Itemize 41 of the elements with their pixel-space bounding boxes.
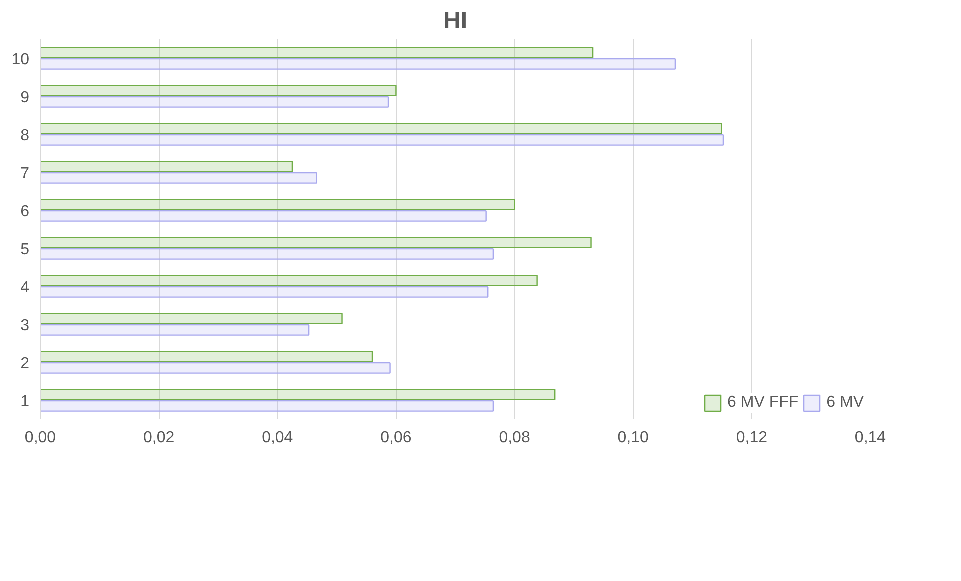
x-tick-label: 0,08: [499, 430, 530, 446]
bar: [40, 237, 592, 249]
bar: [40, 286, 489, 298]
x-tick-label: 0,06: [380, 430, 412, 446]
bar: [40, 199, 516, 211]
y-tick-label: 3: [20, 318, 30, 334]
bar: [40, 351, 374, 363]
bar: [40, 313, 343, 325]
bar: [40, 58, 676, 70]
legend-label: 6 MV: [826, 394, 864, 412]
x-tick-label: 0,14: [854, 430, 886, 446]
bar: [40, 161, 294, 173]
legend-label: 6 MV FFF: [728, 394, 799, 412]
x-tick-label: 0,00: [24, 430, 56, 446]
y-tick-label: 6: [20, 204, 30, 220]
chart-title: HI: [444, 8, 468, 34]
y-tick-label: 4: [20, 280, 30, 296]
bar: [40, 96, 390, 108]
bar: [40, 47, 594, 59]
x-tick-label: 0,10: [618, 430, 650, 446]
bar: [40, 85, 397, 97]
bar: [40, 210, 487, 222]
bar: [40, 248, 494, 260]
bar: [40, 172, 318, 184]
y-tick-label: 1: [20, 394, 30, 410]
y-tick-label: 9: [20, 90, 30, 106]
bar: [40, 123, 722, 135]
bar: [40, 275, 538, 287]
bar: [40, 389, 556, 401]
bar: [40, 362, 391, 374]
x-tick-label: 0,12: [736, 430, 768, 446]
y-tick-label: 7: [20, 166, 30, 182]
bar: [40, 400, 494, 412]
x-tick-label: 0,02: [144, 430, 175, 446]
bar: [40, 134, 724, 146]
bar: [40, 324, 310, 336]
y-tick-label: 8: [20, 128, 30, 144]
y-tick-label: 5: [20, 242, 30, 258]
y-tick-label: 2: [20, 356, 30, 372]
x-tick-label: 0,04: [262, 430, 294, 446]
y-tick-label: 10: [12, 52, 30, 68]
